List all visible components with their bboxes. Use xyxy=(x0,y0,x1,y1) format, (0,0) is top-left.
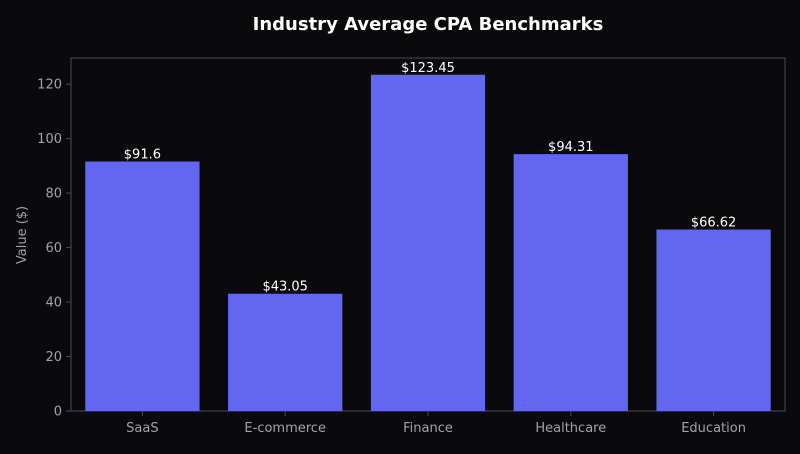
plot-area: 0 20 40 60 80 100 120 SaaS $91.6 E-commerce $43.05… xyxy=(37,57,786,436)
data-label: $66.62 xyxy=(691,216,737,231)
bar-saas xyxy=(85,161,200,411)
bar-education xyxy=(656,229,771,411)
x-tick-label: SaaS xyxy=(126,421,158,436)
x-tick-label: E-commerce xyxy=(244,421,326,436)
data-label: $94.31 xyxy=(548,140,594,155)
bar-finance xyxy=(370,74,486,411)
data-label: $123.45 xyxy=(401,61,455,76)
y-tick-label: 60 xyxy=(45,241,62,256)
x-tick-label: Finance xyxy=(403,421,453,436)
y-tick-label: 80 xyxy=(45,187,62,202)
data-label: $43.05 xyxy=(262,280,308,295)
y-tick-label: 120 xyxy=(37,78,62,93)
bar-healthcare xyxy=(513,154,628,411)
y-tick-label: 40 xyxy=(45,296,62,311)
y-tick-label: 0 xyxy=(54,405,62,420)
y-tick-label: 100 xyxy=(37,132,62,147)
bar-e-commerce xyxy=(228,293,343,411)
x-tick-label: Healthcare xyxy=(535,421,606,436)
chart-title: Industry Average CPA Benchmarks xyxy=(253,14,604,35)
x-tick-label: Education xyxy=(681,421,746,436)
y-axis-label: Value ($) xyxy=(15,206,30,264)
y-tick-label: 20 xyxy=(45,350,62,365)
data-label: $91.6 xyxy=(124,148,161,163)
